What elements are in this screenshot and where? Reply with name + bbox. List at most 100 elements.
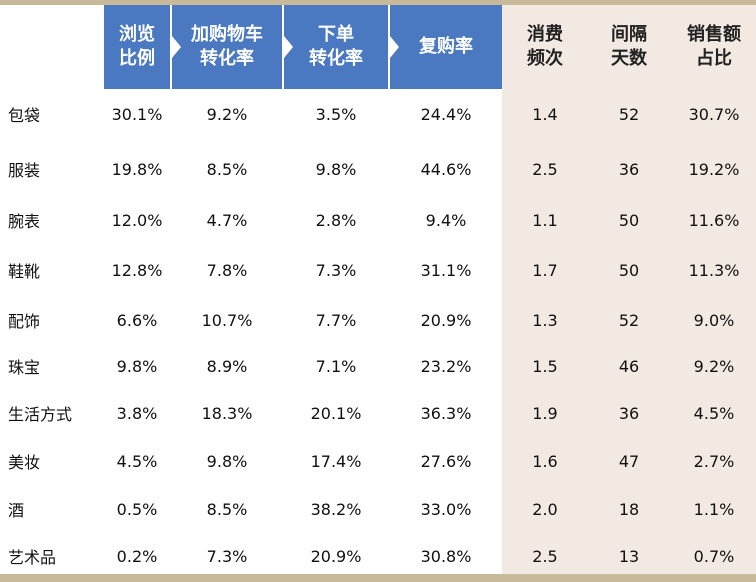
- table-cell: 30.7%: [688, 104, 740, 124]
- header-label: 消费 频次: [527, 24, 563, 69]
- table-cell: 9.8%: [206, 451, 248, 471]
- row-category-label: 腕表: [8, 212, 41, 231]
- table-cell: 2.5: [532, 546, 558, 566]
- header-label: 间隔 天数: [611, 24, 647, 69]
- table-cell: 7.8%: [206, 260, 248, 280]
- table-cell: 4.5%: [693, 403, 735, 423]
- table-cell: 10.7%: [201, 310, 253, 330]
- table-cell: 4.7%: [206, 210, 248, 230]
- row-category-label: 珠宝: [8, 358, 41, 377]
- arrow-marker-icon: [172, 36, 181, 58]
- row-category-label: 服装: [8, 161, 41, 180]
- table-cell: 20.1%: [310, 403, 362, 423]
- table-cell: 46: [618, 356, 640, 376]
- row-category-label: 配饰: [8, 312, 41, 331]
- header-browse-ratio: 浏览 比例: [104, 5, 170, 89]
- table-row: 美妆 4.5% 9.8% 17.4% 27.6% 1.6 47 2.7%: [0, 437, 756, 485]
- table-row: 珠宝 9.8% 8.9% 7.1% 23.2% 1.5 46 9.2%: [0, 342, 756, 390]
- table-cell: 19.8%: [111, 159, 163, 179]
- header-purchase-frequency: 消费 频次: [504, 5, 586, 89]
- table-cell: 33.0%: [420, 499, 472, 519]
- table-cell: 1.5: [532, 356, 558, 376]
- arrow-marker-icon: [284, 36, 293, 58]
- table-cell: 2.0: [532, 499, 558, 519]
- table-cell: 36: [618, 159, 640, 179]
- header-label: 浏览 比例: [119, 24, 155, 69]
- header-label: 下单 转化率: [309, 24, 363, 69]
- table-row: 酒 0.5% 8.5% 38.2% 33.0% 2.0 18 1.1%: [0, 485, 756, 533]
- header-order-rate: 下单 转化率: [284, 5, 388, 89]
- table-cell: 0.2%: [116, 546, 158, 566]
- header-interval-days: 间隔 天数: [586, 5, 672, 89]
- table-cell: 19.2%: [688, 159, 740, 179]
- table-cell: 7.7%: [315, 310, 357, 330]
- table-cell: 47: [618, 451, 640, 471]
- table-cell: 0.7%: [693, 546, 735, 566]
- table-cell: 1.7: [532, 260, 558, 280]
- table-cell: 17.4%: [310, 451, 362, 471]
- table-cell: 18.3%: [201, 403, 253, 423]
- table-cell: 24.4%: [420, 104, 472, 124]
- table-row: 包袋 30.1% 9.2% 3.5% 24.4% 1.4 52 30.7%: [0, 90, 756, 138]
- bottom-rule: [0, 574, 756, 582]
- table-cell: 1.1%: [693, 499, 735, 519]
- table-cell: 9.8%: [315, 159, 357, 179]
- table-cell: 20.9%: [420, 310, 472, 330]
- table-cell: 9.0%: [693, 310, 735, 330]
- table-cell: 13: [618, 546, 640, 566]
- table-cell: 9.2%: [206, 104, 248, 124]
- table-row: 鞋靴 12.8% 7.8% 7.3% 31.1% 1.7 50 11.3%: [0, 246, 756, 294]
- table-cell: 20.9%: [310, 546, 362, 566]
- header-label: 复购率: [419, 36, 473, 57]
- table-row: 生活方式 3.8% 18.3% 20.1% 36.3% 1.9 36 4.5%: [0, 389, 756, 437]
- header-add-to-cart-rate: 加购物车 转化率: [172, 5, 282, 89]
- row-category-label: 鞋靴: [8, 262, 41, 281]
- table-cell: 52: [618, 104, 640, 124]
- table-cell: 7.3%: [206, 546, 248, 566]
- table-cell: 8.5%: [206, 499, 248, 519]
- table-cell: 50: [618, 210, 640, 230]
- arrow-marker-icon: [390, 36, 399, 58]
- table-cell: 1.9: [532, 403, 558, 423]
- table-cell: 2.8%: [315, 210, 357, 230]
- row-category-label: 艺术品: [8, 548, 57, 567]
- table-cell: 1.6: [532, 451, 558, 471]
- table-cell: 30.1%: [111, 104, 163, 124]
- table-cell: 9.2%: [693, 356, 735, 376]
- header-repurchase-rate: 复购率: [390, 5, 502, 89]
- table-cell: 38.2%: [310, 499, 362, 519]
- table-cell: 3.5%: [315, 104, 357, 124]
- table-cell: 12.0%: [111, 210, 163, 230]
- table-cell: 7.1%: [315, 356, 357, 376]
- table-cell: 27.6%: [420, 451, 472, 471]
- header-sales-share: 销售额 占比: [672, 5, 756, 89]
- table-cell: 4.5%: [116, 451, 158, 471]
- table-cell: 8.9%: [206, 356, 248, 376]
- table-cell: 2.5: [532, 159, 558, 179]
- table-row: 配饰 6.6% 10.7% 7.7% 20.9% 1.3 52 9.0%: [0, 296, 756, 344]
- table-cell: 11.6%: [688, 210, 740, 230]
- row-category-label: 美妆: [8, 453, 41, 472]
- top-rule: [0, 0, 756, 5]
- table-cell: 31.1%: [420, 260, 472, 280]
- table-cell: 36: [618, 403, 640, 423]
- table-cell: 2.7%: [693, 451, 735, 471]
- table-cell: 50: [618, 260, 640, 280]
- table-row: 腕表 12.0% 4.7% 2.8% 9.4% 1.1 50 11.6%: [0, 196, 756, 244]
- table-cell: 1.1: [532, 210, 558, 230]
- table-cell: 3.8%: [116, 403, 158, 423]
- table-cell: 0.5%: [116, 499, 158, 519]
- row-category-label: 包袋: [8, 106, 41, 125]
- row-category-label: 生活方式: [8, 405, 73, 424]
- table-cell: 8.5%: [206, 159, 248, 179]
- table-cell: 52: [618, 310, 640, 330]
- table-cell: 1.3: [532, 310, 558, 330]
- header-label: 加购物车 转化率: [191, 24, 263, 69]
- table-cell: 9.4%: [425, 210, 467, 230]
- table-cell: 11.3%: [688, 260, 740, 280]
- table-cell: 7.3%: [315, 260, 357, 280]
- table-row: 服装 19.8% 8.5% 9.8% 44.6% 2.5 36 19.2%: [0, 145, 756, 193]
- table-cell: 12.8%: [111, 260, 163, 280]
- table-cell: 1.4: [532, 104, 558, 124]
